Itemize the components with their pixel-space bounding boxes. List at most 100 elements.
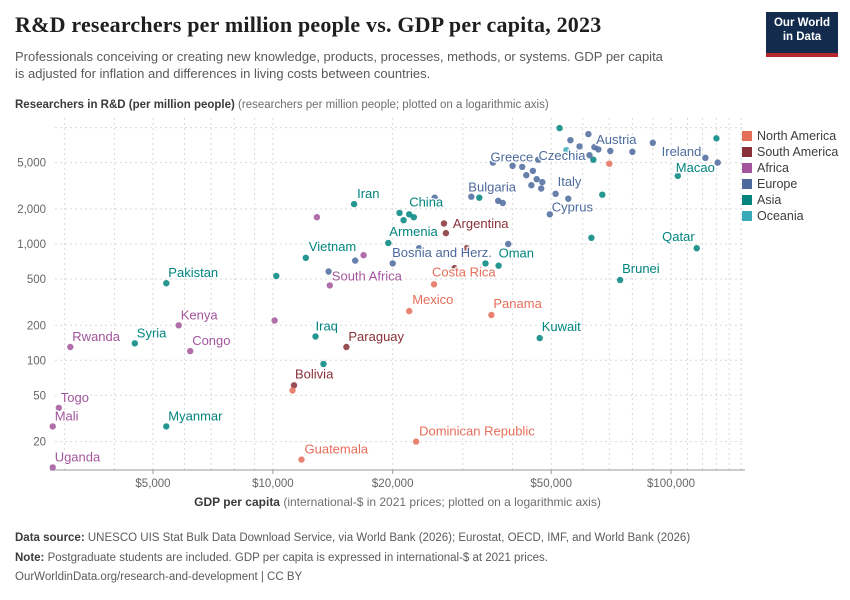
data-point-oman[interactable]	[495, 262, 502, 269]
data-point-bosnia-and-herz-[interactable]	[415, 245, 423, 252]
data-point-cyprus[interactable]	[546, 211, 553, 218]
data-point[interactable]	[629, 148, 636, 155]
data-point[interactable]	[476, 194, 483, 201]
data-point[interactable]	[590, 156, 597, 163]
data-point-rwanda[interactable]	[67, 343, 74, 351]
data-point[interactable]	[489, 159, 497, 166]
data-source-line: Data source: UNESCO UIS Stat Bulk Data D…	[15, 532, 691, 544]
data-point[interactable]	[539, 178, 546, 186]
data-point[interactable]	[519, 163, 526, 171]
data-point[interactable]	[271, 317, 278, 324]
data-point-bulgaria[interactable]	[468, 193, 475, 200]
data-point[interactable]	[505, 240, 512, 248]
data-point[interactable]	[606, 160, 613, 167]
data-point[interactable]	[410, 214, 417, 221]
y-tick-label: 2,000	[17, 204, 46, 216]
country-label: Austria	[596, 132, 637, 147]
data-point[interactable]	[389, 260, 396, 267]
data-point[interactable]	[533, 176, 540, 183]
data-point-guatemala[interactable]	[298, 456, 305, 463]
data-point[interactable]	[599, 191, 606, 198]
data-point-pakistan[interactable]	[163, 280, 170, 287]
data-point-togo[interactable]	[55, 404, 62, 412]
data-point-bolivia[interactable]	[290, 382, 298, 389]
data-point-iraq[interactable]	[312, 333, 319, 340]
legend-item-africa[interactable]: Africa	[742, 162, 838, 175]
legend-item-north-america[interactable]: North America	[742, 130, 838, 143]
country-label: Myanmar	[168, 408, 223, 423]
data-point[interactable]	[649, 139, 656, 146]
data-point[interactable]	[538, 185, 545, 192]
data-point[interactable]	[352, 257, 359, 264]
data-point-iran[interactable]	[350, 200, 358, 208]
data-point[interactable]	[451, 264, 458, 272]
legend-item-oceania[interactable]: Oceania	[742, 210, 838, 223]
data-point-china[interactable]	[406, 211, 413, 218]
data-point[interactable]	[320, 360, 327, 368]
legend-item-asia[interactable]: Asia	[742, 194, 838, 207]
data-point[interactable]	[585, 130, 592, 138]
data-point-argentina[interactable]	[442, 229, 450, 237]
data-point-czechia[interactable]	[586, 152, 593, 159]
data-point[interactable]	[565, 195, 572, 202]
data-point[interactable]	[529, 167, 537, 175]
country-label: Paraguay	[348, 329, 404, 344]
data-point[interactable]	[714, 159, 721, 166]
x-tick-label: $100,000	[647, 478, 695, 490]
data-point[interactable]	[463, 245, 470, 252]
data-point-qatar[interactable]	[693, 245, 700, 252]
data-point-congo[interactable]	[187, 347, 194, 355]
data-point[interactable]	[325, 268, 332, 275]
country-label: Togo	[61, 390, 89, 405]
data-point-italy[interactable]	[552, 190, 559, 197]
legend-item-south-america[interactable]: South America	[742, 146, 838, 159]
data-point-uganda[interactable]	[49, 464, 56, 471]
data-point-mexico[interactable]	[406, 307, 413, 315]
data-point[interactable]	[588, 234, 595, 241]
data-point[interactable]	[499, 199, 506, 207]
data-point[interactable]	[523, 172, 530, 179]
data-point[interactable]	[576, 143, 583, 150]
data-point-greece[interactable]	[535, 156, 542, 163]
data-point[interactable]	[396, 209, 403, 217]
data-point[interactable]	[556, 124, 563, 132]
data-point[interactable]	[509, 162, 516, 169]
data-point-austria[interactable]	[607, 147, 614, 155]
data-point-armenia[interactable]	[385, 239, 392, 247]
data-point[interactable]	[563, 147, 570, 154]
data-point[interactable]	[595, 146, 602, 153]
data-point-mali[interactable]	[49, 423, 56, 430]
data-point[interactable]	[440, 220, 448, 227]
data-point-south-africa[interactable]	[326, 282, 333, 289]
data-point[interactable]	[431, 194, 438, 201]
data-point[interactable]	[713, 135, 720, 142]
data-point[interactable]	[313, 214, 321, 221]
owid-logo[interactable]: Our World in Data	[766, 12, 838, 57]
data-point[interactable]	[289, 387, 296, 394]
data-point-kuwait[interactable]	[536, 334, 543, 342]
data-point-costa-rica[interactable]	[430, 281, 438, 288]
data-point-brunei[interactable]	[616, 276, 624, 284]
data-point-dominican-republic[interactable]	[412, 438, 420, 445]
data-point-panama[interactable]	[488, 311, 495, 319]
data-point-myanmar[interactable]	[163, 423, 170, 430]
y-tick-label: 50	[33, 390, 46, 402]
legend-label: Oceania	[757, 209, 804, 223]
data-point[interactable]	[528, 182, 535, 189]
data-point-kenya[interactable]	[175, 322, 182, 329]
data-point-syria[interactable]	[131, 340, 138, 347]
y-tick-label: 20	[33, 437, 46, 449]
data-point-paraguay[interactable]	[343, 343, 350, 351]
legend-item-europe[interactable]: Europe	[742, 178, 838, 191]
country-label: Costa Rica	[432, 264, 496, 279]
data-point-vietnam[interactable]	[302, 254, 309, 261]
data-point-ireland[interactable]	[702, 154, 709, 161]
data-point[interactable]	[360, 252, 367, 259]
data-point[interactable]	[567, 137, 574, 144]
data-point-macao[interactable]	[674, 172, 681, 180]
logo-line-2: in Data	[782, 30, 822, 43]
data-point[interactable]	[400, 217, 407, 224]
data-point[interactable]	[273, 272, 280, 280]
data-point[interactable]	[482, 260, 489, 267]
